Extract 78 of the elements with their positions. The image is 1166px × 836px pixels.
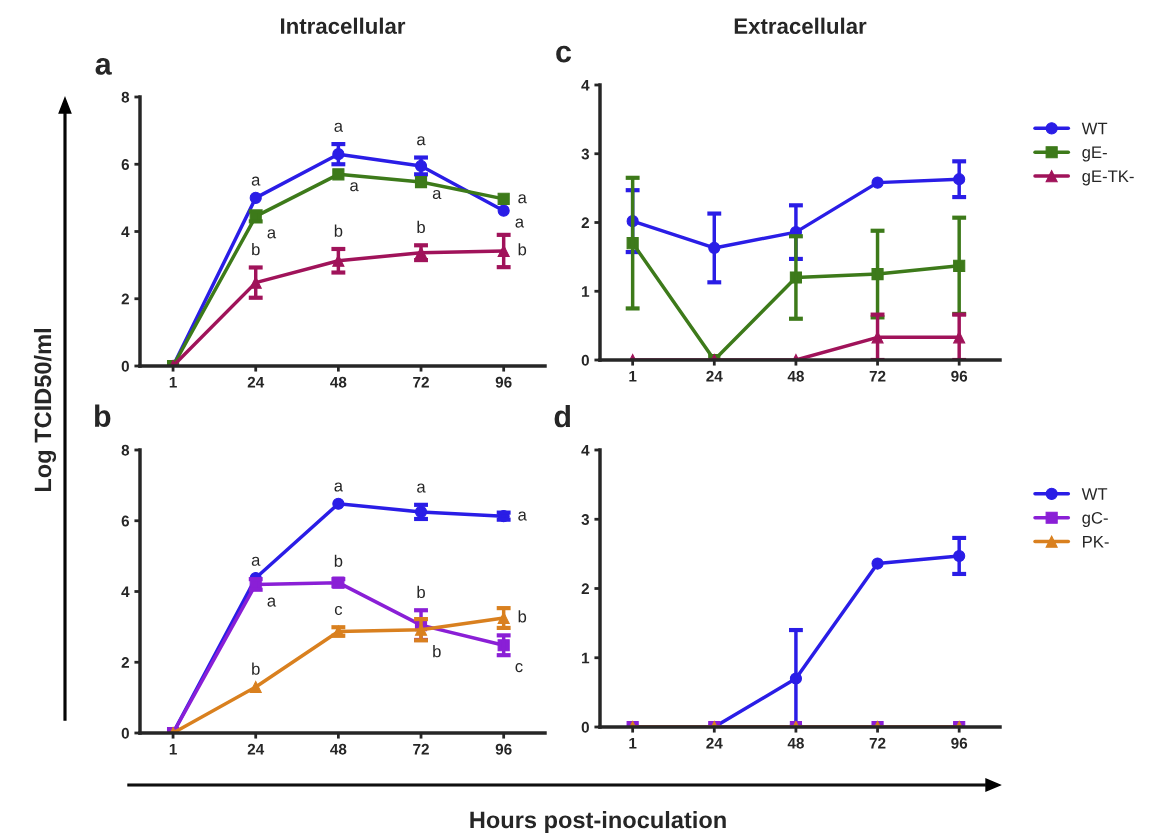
legend-label: WT (1081, 488, 1108, 500)
annotation: a (417, 136, 426, 146)
y-tick-label: 0 (121, 360, 129, 372)
x-tick-label: 72 (413, 376, 429, 388)
x-tick-label: 1 (629, 737, 637, 749)
x-tick-label: 96 (495, 376, 512, 388)
x-tick-label: 24 (247, 376, 265, 388)
y-tick-label: 3 (581, 514, 590, 525)
legend-label: PK- (1083, 535, 1109, 548)
annotation: c (334, 605, 343, 616)
annotation: b (518, 243, 527, 256)
x-axis-title: Hours post-inoculation (470, 810, 726, 834)
y-tick-label: 4 (121, 586, 130, 598)
x-tick-label: 24 (706, 737, 723, 749)
annotation: b (252, 662, 260, 675)
y-tick-label: 4 (581, 445, 590, 456)
x-tick-label: 1 (629, 370, 637, 382)
x-tick-label: 96 (951, 737, 968, 749)
x-tick-label: 24 (706, 370, 723, 382)
y-tick-label: 1 (582, 286, 590, 297)
annotation: a (432, 189, 442, 200)
annotation: b (252, 243, 260, 256)
annotation: a (267, 597, 277, 607)
y-tick-label: 1 (582, 652, 590, 664)
annotation: a (350, 182, 359, 192)
y-tick-label: 6 (121, 515, 130, 527)
annotation: b (334, 554, 343, 567)
y-tick-label: 4 (121, 226, 130, 238)
chart-title: Intracellular (281, 17, 406, 34)
y-tick-label: 0 (581, 354, 589, 366)
annotation: a (518, 194, 527, 204)
annotation: a (518, 511, 527, 521)
annotation: a (251, 176, 261, 186)
chart-title: Extracellular (734, 17, 867, 34)
y-tick-label: 2 (121, 293, 129, 305)
text: b (95, 404, 111, 427)
annotation: a (251, 556, 261, 566)
x-tick-label: 96 (495, 743, 512, 755)
y-tick-label: 2 (121, 657, 129, 668)
y-tick-label: 6 (121, 159, 130, 170)
legend-label: gE- (1082, 146, 1107, 162)
x-tick-label: 72 (869, 370, 886, 382)
x-tick-label: 1 (169, 376, 177, 388)
x-tick-label: 72 (413, 743, 429, 755)
text: c (556, 45, 572, 63)
y-tick-label: 4 (581, 80, 590, 91)
annotation: a (515, 218, 525, 228)
legend-label: gE-TK- (1082, 170, 1134, 186)
annotation: b (433, 645, 441, 658)
x-tick-label: 48 (787, 370, 804, 382)
x-tick-label: 1 (169, 743, 177, 755)
y-tick-label: 8 (121, 444, 130, 456)
legend-label: gC- (1082, 511, 1108, 528)
text: d (554, 404, 570, 428)
annotation: b (518, 610, 527, 623)
annotation: b (334, 224, 343, 237)
annotation: b (417, 220, 425, 234)
x-tick-label: 48 (330, 743, 347, 755)
x-tick-label: 72 (869, 737, 886, 749)
x-tick-label: 24 (247, 743, 265, 755)
y-tick-label: 2 (581, 217, 589, 229)
y-tick-label: 3 (581, 148, 590, 160)
x-tick-label: 48 (787, 737, 804, 749)
annotation: c (515, 663, 523, 673)
annotation: a (267, 229, 277, 239)
x-tick-label: 48 (330, 376, 347, 388)
annotation: b (417, 585, 425, 599)
y-tick-label: 8 (121, 91, 130, 103)
y-axis-title: Log TCID50/ml (33, 329, 57, 492)
legend-label: WT (1081, 122, 1108, 135)
y-tick-label: 0 (121, 727, 129, 739)
annotation: a (334, 482, 343, 492)
x-tick-label: 96 (951, 370, 968, 382)
annotation: a (334, 122, 343, 132)
y-tick-label: 2 (581, 583, 589, 595)
text: a (95, 58, 112, 75)
annotation: a (417, 483, 426, 493)
y-tick-label: 0 (581, 721, 589, 733)
